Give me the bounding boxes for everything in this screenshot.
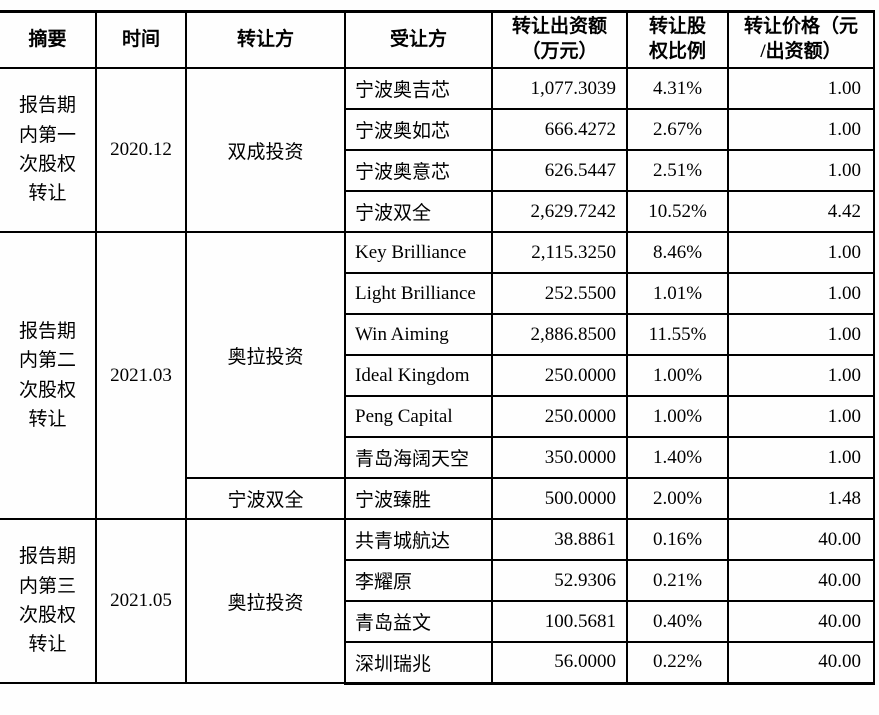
- header-transferor: 转让方: [185, 10, 346, 69]
- transferee-cell: Light Brilliance: [344, 272, 493, 315]
- transferee-cell: 深圳瑞兆: [344, 641, 493, 685]
- amount-cell: 350.0000: [491, 436, 628, 479]
- amount-cell: 252.5500: [491, 272, 628, 315]
- transferee-cell: Key Brilliance: [344, 231, 493, 274]
- transferee-cell: 青岛海阔天空: [344, 436, 493, 479]
- price-cell: 1.00: [727, 231, 875, 274]
- transferee-cell: 宁波奥吉芯: [344, 67, 493, 110]
- transferee-cell: 宁波奥如芯: [344, 108, 493, 151]
- amount-cell: 666.4272: [491, 108, 628, 151]
- ratio-cell: 10.52%: [626, 190, 729, 233]
- table-row: 宁波奥如芯 666.4272 2.67% 1.00: [0, 108, 875, 151]
- price-cell: 1.00: [727, 395, 875, 438]
- transferor-cell: 奥拉投资: [185, 518, 346, 684]
- table-row: 报告期 内第二 次股权 转让 2021.03 奥拉投资 Key Brillian…: [0, 231, 875, 520]
- amount-cell: 38.8861: [491, 518, 628, 561]
- table-row: Win Aiming 2,886.8500 11.55% 1.00: [0, 313, 875, 356]
- header-row: 摘要 时间 转让方 受让方 转让出资额 （万元） 转让股 权比例 转让价格（元 …: [0, 10, 875, 69]
- amount-cell: 250.0000: [491, 354, 628, 397]
- amount-cell: 250.0000: [491, 395, 628, 438]
- header-time: 时间: [95, 10, 187, 69]
- amount-cell: 2,629.7242: [491, 190, 628, 233]
- summary-cell: 报告期 内第三 次股权 转让: [0, 518, 97, 684]
- price-cell: 1.00: [727, 313, 875, 356]
- table-row: Light Brilliance 252.5500 1.01% 1.00: [0, 272, 875, 315]
- price-cell: 1.00: [727, 67, 875, 110]
- header-amount: 转让出资额 （万元）: [491, 10, 628, 69]
- table-row: Ideal Kingdom 250.0000 1.00% 1.00: [0, 354, 875, 397]
- amount-cell: 52.9306: [491, 559, 628, 602]
- amount-cell: 2,115.3250: [491, 231, 628, 274]
- ratio-cell: 2.67%: [626, 108, 729, 151]
- transferee-cell: Win Aiming: [344, 313, 493, 356]
- summary-cell: 报告期 内第一 次股权 转让: [0, 67, 97, 233]
- table-row: 深圳瑞兆 56.0000 0.22% 40.00: [0, 641, 875, 685]
- ratio-cell: 1.40%: [626, 436, 729, 479]
- time-cell: 2020.12: [95, 67, 187, 233]
- amount-cell: 2,886.8500: [491, 313, 628, 356]
- ratio-cell: 0.16%: [626, 518, 729, 561]
- transferee-cell: 青岛益文: [344, 600, 493, 643]
- price-cell: 4.42: [727, 190, 875, 233]
- transferor-cell: 奥拉投资: [185, 231, 346, 479]
- price-cell: 1.00: [727, 108, 875, 151]
- price-cell: 1.00: [727, 436, 875, 479]
- amount-cell: 100.5681: [491, 600, 628, 643]
- transferor-cell: 宁波双全: [185, 477, 346, 520]
- amount-cell: 56.0000: [491, 641, 628, 685]
- ratio-cell: 2.51%: [626, 149, 729, 192]
- ratio-cell: 1.01%: [626, 272, 729, 315]
- table-row: 李耀原 52.9306 0.21% 40.00: [0, 559, 875, 602]
- amount-cell: 1,077.3039: [491, 67, 628, 110]
- summary-cell: 报告期 内第二 次股权 转让: [0, 231, 97, 520]
- ratio-cell: 2.00%: [626, 477, 729, 520]
- ratio-cell: 8.46%: [626, 231, 729, 274]
- ratio-cell: 0.21%: [626, 559, 729, 602]
- header-transferee: 受让方: [344, 10, 493, 69]
- header-price: 转让价格（元 /出资额）: [727, 10, 875, 69]
- amount-cell: 626.5447: [491, 149, 628, 192]
- transferee-cell: 共青城航达: [344, 518, 493, 561]
- price-cell: 1.00: [727, 149, 875, 192]
- time-cell: 2021.03: [95, 231, 187, 520]
- ratio-cell: 0.40%: [626, 600, 729, 643]
- ratio-cell: 4.31%: [626, 67, 729, 110]
- table-row: Peng Capital 250.0000 1.00% 1.00: [0, 395, 875, 438]
- ratio-cell: 1.00%: [626, 395, 729, 438]
- table-row: 青岛益文 100.5681 0.40% 40.00: [0, 600, 875, 643]
- table-row: 宁波双全 2,629.7242 10.52% 4.42: [0, 190, 875, 233]
- price-cell: 1.00: [727, 272, 875, 315]
- transferee-cell: Ideal Kingdom: [344, 354, 493, 397]
- price-cell: 40.00: [727, 641, 875, 685]
- table-row: 宁波双全 宁波臻胜 500.0000 2.00% 1.48: [0, 477, 875, 520]
- price-cell: 40.00: [727, 600, 875, 643]
- table-row: 青岛海阔天空 350.0000 1.40% 1.00: [0, 436, 875, 479]
- amount-cell: 500.0000: [491, 477, 628, 520]
- table-row: 宁波奥意芯 626.5447 2.51% 1.00: [0, 149, 875, 192]
- transferee-cell: 宁波双全: [344, 190, 493, 233]
- ratio-cell: 0.22%: [626, 641, 729, 685]
- transferee-cell: 宁波奥意芯: [344, 149, 493, 192]
- header-ratio: 转让股 权比例: [626, 10, 729, 69]
- price-cell: 40.00: [727, 559, 875, 602]
- transferee-cell: 宁波臻胜: [344, 477, 493, 520]
- table-row: 报告期 内第三 次股权 转让 2021.05 奥拉投资 共青城航达 38.886…: [0, 518, 875, 684]
- ratio-cell: 11.55%: [626, 313, 729, 356]
- equity-transfer-table: 摘要 时间 转让方 受让方 转让出资额 （万元） 转让股 权比例 转让价格（元 …: [0, 10, 875, 685]
- price-cell: 1.48: [727, 477, 875, 520]
- price-cell: 40.00: [727, 518, 875, 561]
- transferor-cell: 双成投资: [185, 67, 346, 233]
- transferee-cell: 李耀原: [344, 559, 493, 602]
- price-cell: 1.00: [727, 354, 875, 397]
- transferee-cell: Peng Capital: [344, 395, 493, 438]
- header-summary: 摘要: [0, 10, 97, 69]
- time-cell: 2021.05: [95, 518, 187, 684]
- ratio-cell: 1.00%: [626, 354, 729, 397]
- table-row: 报告期 内第一 次股权 转让 2020.12 双成投资 宁波奥吉芯 1,077.…: [0, 67, 875, 233]
